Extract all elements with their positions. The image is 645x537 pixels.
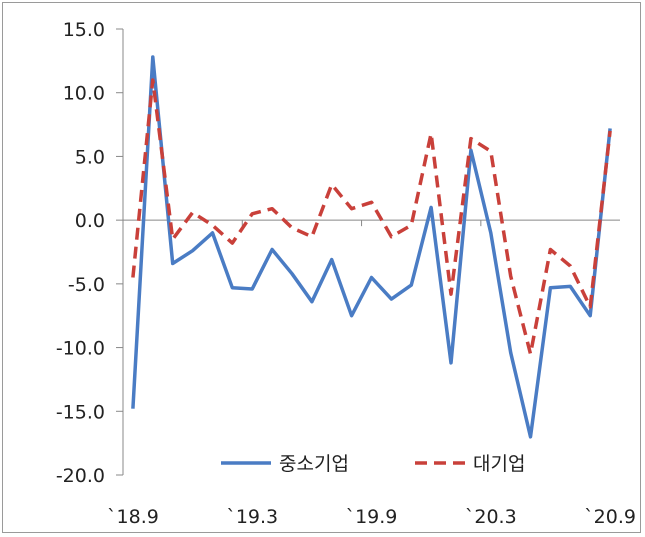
series-line-2: [131, 78, 612, 356]
line-chart: 15.010.05.00.0-5.0-10.0-15.0-20.0 `18.9 `…: [56, 19, 636, 528]
x-tick-label: `18.9: [107, 506, 159, 528]
x-tick-label: `19.3: [226, 506, 278, 528]
y-tick-label: 10.0: [63, 83, 105, 105]
y-tick-label: -20.0: [56, 465, 105, 487]
legend-label-1: 중소기업: [279, 453, 349, 475]
x-tick-label: `20.9: [584, 506, 636, 528]
x-axis-tick-labels: `18.9 `19.3 `19.9 `20.3 `20.9: [107, 506, 636, 528]
x-tick-label: `19.9: [346, 506, 398, 528]
y-tick-label: -10.0: [56, 338, 105, 360]
series-lines: [131, 55, 612, 439]
legend-label-2: 대기업: [473, 453, 525, 475]
y-tick-label: 0.0: [75, 210, 105, 232]
y-tick-label: -5.0: [68, 274, 105, 296]
series-line-1: [131, 55, 612, 439]
legend: 중소기업 대기업: [221, 453, 525, 475]
x-tick-label: `20.3: [465, 506, 517, 528]
y-tick-label: 5.0: [75, 146, 105, 168]
y-axis-tick-labels: 15.0 10.0 5.0 0.0 -5.0 -10.0 -15.0 -20.0: [56, 19, 105, 487]
y-tick-label: -15.0: [56, 401, 105, 423]
y-tick-label: 15.0: [63, 19, 105, 41]
chart-frame: 15.0 10.0 5.0 0.0 -5.0 -10.0 -15.0 -20.0 `18.9 `…: [2, 2, 641, 533]
